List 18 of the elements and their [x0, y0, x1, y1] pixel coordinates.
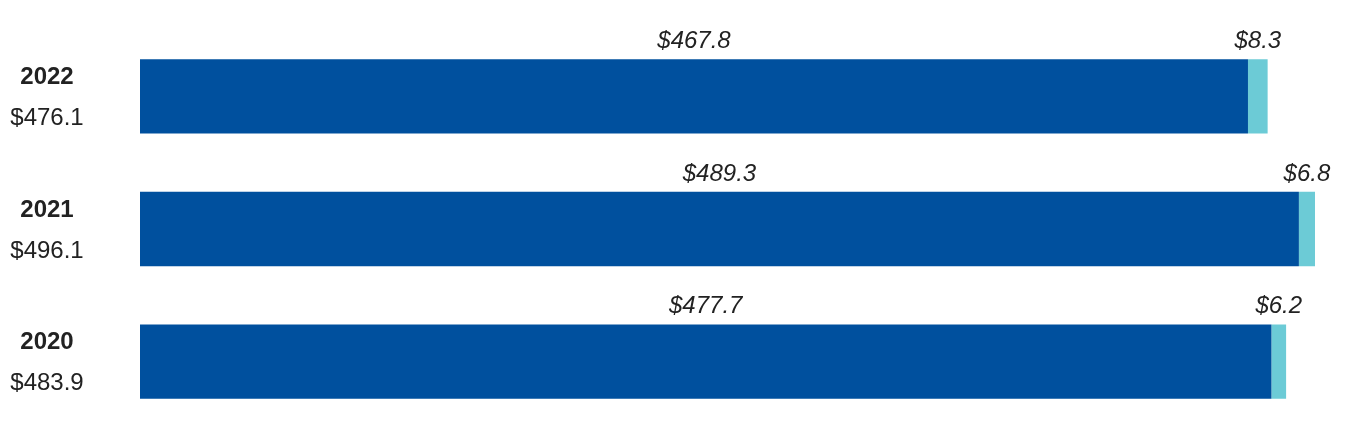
bar	[140, 324, 1272, 399]
data-label: $6.8	[1282, 158, 1331, 186]
total-label: $476.1	[10, 102, 84, 130]
bar	[1298, 191, 1315, 267]
bar	[1247, 59, 1268, 134]
data-label: $6.2	[1254, 291, 1303, 319]
bar	[140, 59, 1248, 134]
data-label: $477.7	[668, 291, 745, 319]
data-label: $8.3	[1233, 25, 1282, 53]
total-label: $496.1	[10, 235, 84, 263]
total-label: $483.9	[10, 368, 84, 396]
data-label: $467.8	[656, 25, 732, 53]
y-tick-label: 2020	[20, 327, 74, 355]
bar	[1271, 324, 1287, 399]
bar	[140, 191, 1299, 267]
data-label: $489.3	[681, 158, 757, 186]
y-tick-label: 2021	[20, 194, 74, 222]
y-tick-label: 2022	[20, 61, 74, 89]
